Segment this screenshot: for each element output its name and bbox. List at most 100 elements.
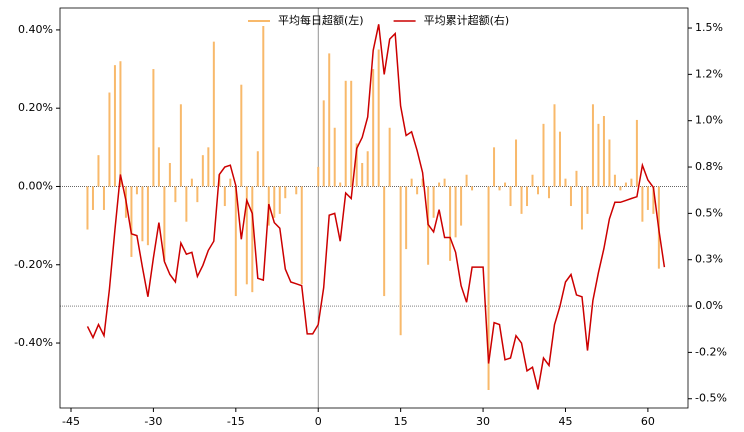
bar — [355, 143, 358, 187]
bar — [580, 186, 583, 230]
bar — [443, 178, 446, 187]
bar — [262, 26, 265, 187]
bar — [493, 147, 496, 187]
bar — [273, 186, 276, 218]
y-tick-label: -0.40% — [14, 336, 53, 349]
bar — [86, 186, 89, 230]
bar — [388, 127, 391, 187]
bar — [646, 186, 649, 210]
bar — [196, 186, 199, 203]
bar — [113, 65, 116, 187]
bar — [591, 104, 594, 187]
bar — [240, 84, 243, 187]
bar — [377, 49, 380, 187]
bar — [515, 139, 518, 187]
bar — [152, 69, 155, 187]
bar — [174, 186, 177, 203]
y-tick-label: 0.20% — [18, 101, 53, 114]
bar — [333, 127, 336, 187]
y-tick-label: -0.20% — [14, 258, 53, 271]
y2-tick-label: 0.3% — [695, 253, 723, 266]
y2-tick-label: 1.2% — [695, 67, 723, 80]
bar — [454, 186, 457, 238]
bar — [361, 162, 364, 187]
plot-frame — [59, 7, 689, 409]
x-tick-label: 60 — [641, 415, 655, 428]
bar — [383, 186, 386, 297]
bar — [421, 178, 424, 187]
bar — [245, 186, 248, 285]
bar — [201, 155, 204, 187]
bar — [350, 80, 353, 187]
x-tick-label: 30 — [476, 415, 490, 428]
bar — [190, 178, 193, 187]
bar — [498, 186, 501, 191]
bar — [344, 80, 347, 187]
bar — [531, 174, 534, 187]
x-tick-label: -30 — [144, 415, 162, 428]
bar — [613, 174, 616, 187]
bar — [119, 61, 122, 187]
bar — [465, 174, 468, 187]
bar — [504, 182, 507, 187]
legend-label: 平均每日超额(左) — [278, 13, 364, 27]
bar — [624, 182, 627, 187]
bar — [141, 186, 144, 242]
x-tick-label: 0 — [315, 415, 322, 428]
bar — [537, 186, 540, 195]
bar — [185, 186, 188, 222]
bar — [207, 147, 210, 187]
bar — [229, 178, 232, 187]
bar — [575, 170, 578, 187]
bar — [405, 186, 408, 250]
bar — [339, 182, 342, 187]
bar — [108, 92, 111, 187]
bar — [372, 69, 375, 187]
y2-tick-label: -0.2% — [695, 345, 727, 358]
bar — [295, 186, 298, 195]
bar — [586, 186, 589, 214]
bar — [460, 186, 463, 226]
bar — [520, 186, 523, 214]
bar — [608, 139, 611, 187]
bar — [317, 166, 320, 187]
bar — [135, 186, 138, 195]
line — [86, 24, 666, 390]
bar — [602, 116, 605, 187]
bar — [487, 186, 490, 390]
bar — [558, 131, 561, 187]
bar — [597, 123, 600, 187]
bar — [630, 178, 633, 187]
bar — [163, 186, 166, 261]
bar — [146, 186, 149, 246]
bar — [322, 100, 325, 187]
bar — [619, 186, 622, 191]
y-tick-label: 0.00% — [18, 179, 53, 192]
bar — [553, 104, 556, 187]
y2-tick-label: 1.5% — [695, 21, 723, 34]
bar — [284, 186, 287, 199]
legend-label: 平均累计超额(右) — [424, 13, 510, 27]
bar — [130, 186, 133, 257]
bar — [366, 151, 369, 187]
y2-tick-label: 0.5% — [695, 206, 723, 219]
bar — [91, 186, 94, 210]
bar — [547, 186, 550, 199]
bar — [564, 178, 567, 187]
bar — [300, 186, 303, 285]
bar — [471, 186, 474, 191]
bar — [223, 186, 226, 207]
bar — [157, 147, 160, 187]
y2-tick-label: -0.5% — [695, 392, 727, 405]
bar — [168, 162, 171, 187]
bar — [635, 119, 638, 187]
bar — [509, 186, 512, 207]
x-tick-label: 15 — [394, 415, 408, 428]
y2-tick-label: 0.0% — [695, 299, 723, 312]
x-tick-label: -15 — [227, 415, 245, 428]
y2-tick-label: 1.0% — [695, 114, 723, 127]
bar — [278, 186, 281, 214]
bar — [179, 104, 182, 187]
x-tick-label: 45 — [558, 415, 572, 428]
bar — [251, 186, 254, 293]
